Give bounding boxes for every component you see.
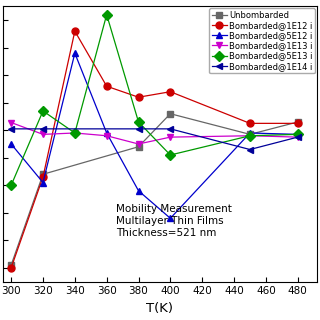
Bombarded@1E13 i xyxy=(137,142,140,146)
Bombarded@5E12 i xyxy=(105,131,108,135)
Bombarded@5E13 i xyxy=(73,131,77,135)
Bombarded@1E13 i xyxy=(41,132,45,136)
Line: Unbombarded: Unbombarded xyxy=(8,110,301,268)
Bombarded@5E12 i xyxy=(168,216,172,220)
Legend: Unbombarded, Bombarded@1E12 i, Bombarded@5E12 i, Bombarded@1E13 i, Bombarded@5E1: Unbombarded, Bombarded@1E12 i, Bombarded… xyxy=(209,8,315,73)
Line: Bombarded@5E13 i: Bombarded@5E13 i xyxy=(8,11,301,189)
Bombarded@5E12 i xyxy=(296,132,300,136)
Bombarded@5E13 i xyxy=(137,120,140,124)
Line: Bombarded@1E14 i: Bombarded@1E14 i xyxy=(8,125,301,153)
Bombarded@5E13 i xyxy=(296,132,300,136)
Bombarded@1E13 i xyxy=(9,121,13,124)
Unbombarded xyxy=(9,263,13,267)
Bombarded@1E12 i xyxy=(137,95,140,99)
Bombarded@1E14 i xyxy=(168,127,172,131)
X-axis label: T(K): T(K) xyxy=(147,302,173,315)
Bombarded@1E14 i xyxy=(137,127,140,131)
Bombarded@1E13 i xyxy=(168,135,172,139)
Bombarded@1E12 i xyxy=(73,29,77,33)
Bombarded@5E12 i xyxy=(137,189,140,193)
Unbombarded xyxy=(296,120,300,124)
Bombarded@5E12 i xyxy=(248,131,252,135)
Bombarded@5E13 i xyxy=(168,153,172,157)
Bombarded@5E12 i xyxy=(73,51,77,55)
Bombarded@1E13 i xyxy=(73,131,77,135)
Bombarded@1E13 i xyxy=(105,134,108,138)
Bombarded@1E13 i xyxy=(248,134,252,138)
Bombarded@1E14 i xyxy=(296,135,300,139)
Bombarded@1E14 i xyxy=(41,127,45,131)
Bombarded@5E13 i xyxy=(248,134,252,138)
Line: Bombarded@1E12 i: Bombarded@1E12 i xyxy=(8,28,301,271)
Unbombarded xyxy=(137,145,140,149)
Bombarded@5E13 i xyxy=(105,13,108,17)
Unbombarded xyxy=(41,172,45,176)
Bombarded@1E12 i xyxy=(41,175,45,179)
Bombarded@1E13 i xyxy=(296,135,300,139)
Bombarded@1E12 i xyxy=(9,266,13,270)
Bombarded@1E14 i xyxy=(9,127,13,131)
Unbombarded xyxy=(168,112,172,116)
Bombarded@5E13 i xyxy=(41,109,45,113)
Bombarded@1E12 i xyxy=(248,121,252,125)
Line: Bombarded@5E12 i: Bombarded@5E12 i xyxy=(8,50,301,222)
Unbombarded xyxy=(248,132,252,136)
Bombarded@1E12 i xyxy=(105,84,108,88)
Bombarded@1E12 i xyxy=(296,121,300,125)
Line: Bombarded@1E13 i: Bombarded@1E13 i xyxy=(8,119,301,148)
Text: Mobility Measurement
Multilayer Thin Films
Thickness=521 nm: Mobility Measurement Multilayer Thin Fil… xyxy=(116,204,232,238)
Bombarded@5E12 i xyxy=(9,142,13,146)
Bombarded@1E14 i xyxy=(248,148,252,151)
Bombarded@5E13 i xyxy=(9,183,13,187)
Bombarded@5E12 i xyxy=(41,180,45,184)
Bombarded@1E12 i xyxy=(168,90,172,94)
